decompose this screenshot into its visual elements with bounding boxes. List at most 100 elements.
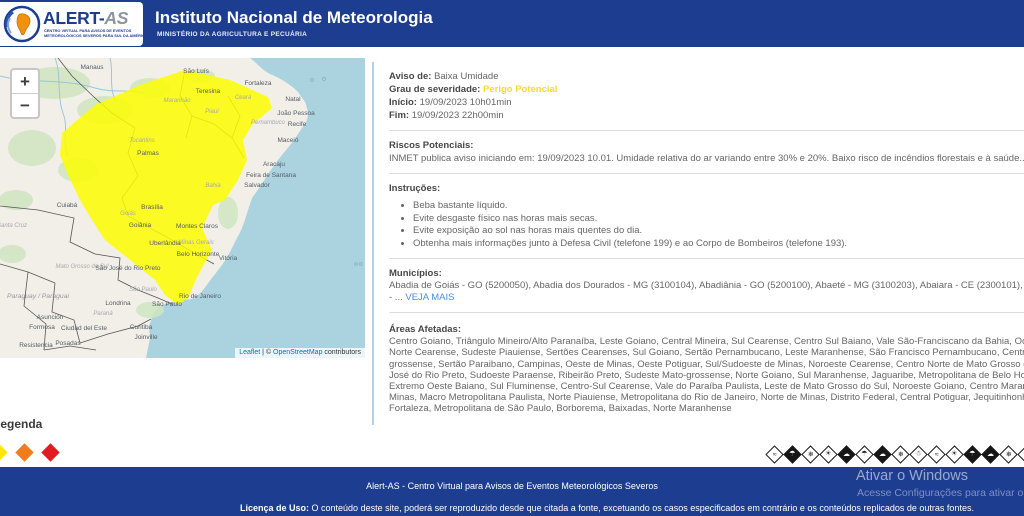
hazard-icon[interactable]: ☀: [1017, 445, 1024, 464]
severidade-label: Grau de severidade:: [389, 84, 481, 95]
divider: [389, 130, 1024, 131]
map-label: Paraguay / Paraguai: [7, 293, 69, 300]
aviso-line: Aviso de: Baixa Umidade: [389, 70, 1024, 83]
inicio-label: Início:: [389, 97, 417, 108]
municipios-more-line: - ... VEJA MAIS: [389, 291, 1024, 304]
map-label: Recife: [288, 121, 307, 128]
brand-tagline: CENTRO VIRTUAL PARA AVISOS DE EVENTOS ME…: [44, 28, 164, 38]
map-label: João Pessoa: [277, 110, 315, 117]
map-label: Mato Grosso do Sul: [55, 264, 109, 270]
page-title: Instituto Nacional de Meteorologia: [155, 8, 433, 27]
map-label: São José do Rio Preto: [95, 265, 160, 272]
divider: [389, 173, 1024, 174]
severity-badge: Perigo Potencial: [483, 84, 558, 95]
hazard-icon[interactable]: ☁: [837, 445, 856, 464]
map-label: Rio de Janeiro: [179, 293, 221, 300]
map-label: Teresina: [196, 88, 221, 95]
map-label: Minas Gerais: [178, 240, 213, 246]
hazard-icon[interactable]: ≈: [927, 445, 946, 464]
map-label: Pernambuco: [251, 120, 286, 126]
fim-line: Fim: 19/09/2023 22h00min: [389, 109, 1024, 122]
more-prefix: - ...: [389, 292, 403, 304]
hazard-icon[interactable]: ☀: [819, 445, 838, 464]
hazard-icon-glyph: ☀: [825, 451, 832, 458]
leaflet-link[interactable]: Leaflet: [239, 349, 261, 356]
hazard-icon-glyph: ☀: [951, 451, 958, 458]
instruction-item: Obtenha mais informações junto à Defesa …: [413, 238, 1024, 251]
hazard-icon-glyph: ≈: [772, 451, 777, 458]
map-label: Salvador: [244, 182, 270, 189]
license-text: O conteúdo deste site, poderá ser reprod…: [309, 503, 974, 513]
map-label: Aracaju: [263, 161, 285, 168]
footer: Alert-AS - Centro Virtual para Avisos de…: [0, 467, 1024, 516]
hazard-icon[interactable]: ☂: [855, 445, 874, 464]
inicio-line: Início: 19/09/2023 10h01min: [389, 96, 1024, 109]
windows-activation-watermark-subtitle: Acesse Configurações para ativar o: [857, 487, 1024, 499]
divider: [389, 258, 1024, 259]
legend-severity-diamond: [0, 443, 8, 462]
hazard-icon-glyph: ☁: [843, 451, 850, 458]
hazard-icon[interactable]: ☀: [945, 445, 964, 464]
hazard-icon-glyph: ≈: [934, 451, 939, 458]
alert-as-logo[interactable]: ALERT-AS CENTRO VIRTUAL PARA AVISOS DE E…: [0, 2, 163, 46]
municipios-title: Municípios:: [389, 268, 442, 279]
legend-severity-diamond: [15, 443, 34, 462]
hazard-icon[interactable]: ☁: [873, 445, 892, 464]
hazard-icon[interactable]: ❄: [891, 445, 910, 464]
map-label: Tocantins: [129, 138, 154, 144]
hazard-icon[interactable]: ☃: [909, 445, 928, 464]
severidade-line: Grau de severidade: Perigo Potencial: [389, 83, 1024, 96]
hazard-icon-glyph: ☂: [861, 451, 868, 458]
map-label: Curitiba: [130, 324, 153, 331]
map-label: Cuiabá: [57, 202, 78, 209]
footer-license: Licença de Uso: O conteúdo deste site, p…: [240, 503, 974, 513]
instructions-list: Beba bastante líquido.Evite desgaste fís…: [413, 200, 1024, 250]
map-label: Goiânia: [129, 222, 152, 229]
municipios-text: Abadia de Goiás - GO (5200050), Abadia d…: [389, 280, 1024, 291]
aviso-value: Baixa Umidade: [434, 71, 499, 82]
map-label: Palmas: [137, 150, 159, 157]
hazard-icon[interactable]: ❄: [999, 445, 1018, 464]
alert-details-panel: Aviso de: Baixa Umidade Grau de severida…: [372, 62, 1024, 425]
legend-title: Legenda: [0, 417, 43, 431]
zoom-out-button[interactable]: −: [20, 96, 30, 115]
header: ALERT-AS CENTRO VIRTUAL PARA AVISOS DE E…: [0, 0, 1024, 47]
windows-activation-watermark-title: Ativar o Windows: [856, 468, 969, 484]
hazard-icon-glyph: ☁: [879, 451, 886, 458]
map-label: São Paulo: [152, 301, 182, 308]
map-label: Uberlândia: [149, 240, 181, 247]
areas-line: Fortaleza, Metropolitana de São Paulo, B…: [389, 403, 732, 415]
map[interactable]: Manaus São Luís Teresina Fortaleza Natal João…: [0, 58, 365, 358]
areas-afetadas-text: Centro Goiano, Triângulo Mineiro/Alto Pa…: [389, 336, 1024, 414]
map-label: Vitória: [219, 255, 238, 262]
zoom-in-button[interactable]: +: [12, 70, 38, 94]
brand-wordmark: ALERT-AS: [43, 8, 129, 28]
hazard-icon[interactable]: ≈: [765, 445, 784, 464]
legend-severity-diamonds: [0, 443, 60, 462]
map-label: Brasília: [141, 204, 163, 211]
hazard-icon-glyph: ☂: [969, 451, 976, 458]
hazard-icon[interactable]: ❄: [801, 445, 820, 464]
hazard-icon-glyph: ☃: [915, 451, 922, 458]
divider: [389, 312, 1024, 314]
hazard-icon[interactable]: ☁: [981, 445, 1000, 464]
map-label: Resistencia: [19, 342, 53, 349]
alert-area-polygon[interactable]: [60, 70, 272, 305]
riscos-text: INMET publica aviso iniciando em: 19/09/…: [389, 153, 1024, 164]
openstreetmap-link[interactable]: OpenStreetMap: [273, 349, 323, 356]
map-label: Ciudad del Este: [61, 325, 107, 332]
map-label: Feira de Santana: [246, 172, 296, 179]
hazard-icon[interactable]: ☂: [963, 445, 982, 464]
map-label: São Paulo: [129, 287, 157, 293]
instruction-item: Evite exposição ao sol nas horas mais qu…: [413, 225, 1024, 238]
areas-line: Norte Cearense, Sudeste Piauiense, Sertõ…: [389, 347, 1024, 359]
footer-title: Alert-AS - Centro Virtual para Avisos de…: [366, 481, 658, 491]
areas-title: Áreas Afetadas:: [389, 324, 461, 336]
fim-value: 19/09/2023 22h00min: [411, 110, 504, 121]
map-label: Piauí: [205, 109, 220, 115]
veja-mais-link[interactable]: VEJA MAIS: [405, 292, 455, 304]
hazard-icon-strip: ≈ ☂ ❄ ☀ ☁ ☂ ☁ ❄ ☃ ≈ ☀ ☂ ☁ ❄ ☀: [765, 445, 1024, 464]
hazard-icon-glyph: ❄: [807, 451, 814, 458]
hazard-icon[interactable]: ☂: [783, 445, 802, 464]
